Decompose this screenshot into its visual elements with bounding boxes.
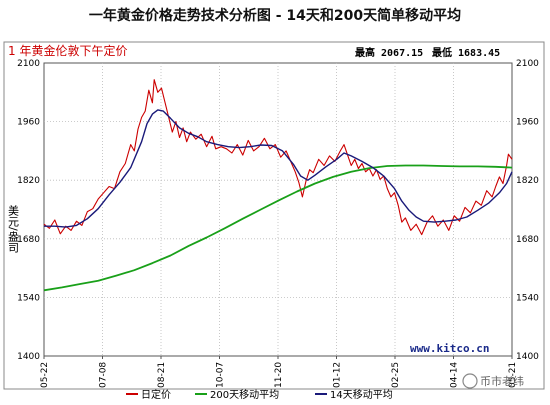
x-tick-label: 07-08: [99, 362, 109, 388]
y-tick-label-right: 1820: [516, 176, 539, 186]
brand-logo-icon: [462, 373, 478, 389]
brand-watermark: 币市老纬: [462, 373, 524, 389]
y-tick-label-right: 1540: [516, 293, 539, 303]
high-price-label: 最高 2067.15: [355, 46, 423, 59]
y-tick-label-right: 1680: [516, 235, 539, 245]
x-tick-label: 01-12: [333, 362, 343, 388]
x-tick-label: 04-14: [450, 362, 460, 388]
x-tick-label: 08-21: [157, 362, 167, 388]
y-tick-label: 1680: [17, 235, 40, 245]
chart-title: 一年黄金价格走势技术分析图 - 14天和200天简单移动平均: [89, 7, 461, 24]
x-tick-label: 02-25: [391, 362, 401, 388]
low-price-label: 最低 1683.45: [432, 46, 500, 59]
series-ma14-line: [44, 109, 513, 228]
legend-label-daily: 日定价: [141, 388, 171, 401]
y-tick-label: 2100: [17, 59, 40, 69]
y-tick-label-right: 2100: [516, 59, 539, 69]
legend-label-ma14: 14天移动平均: [330, 388, 393, 401]
brand-name: 币市老纬: [480, 374, 524, 388]
grid-lines: [44, 63, 512, 356]
x-axis: 05-22 07-08 08-21 10-07 11-20 01-12 02-25 04-14…: [40, 356, 518, 388]
plot-frame-outer: [3, 41, 545, 390]
y-tick-label-right: 1960: [516, 118, 539, 128]
x-tick-label: 11-20: [274, 362, 284, 388]
chart-subtitle: 1 年黄金伦敦下午定价: [8, 43, 127, 58]
y-tick-label: 1400: [17, 352, 40, 362]
y-tick-label: 1960: [17, 118, 40, 128]
x-tick-label: 10-07: [216, 362, 226, 388]
y-axis-title: 美元/盎司: [7, 205, 20, 253]
y-axis-left: 1400 1540 1680 1820 1960 2100: [17, 59, 40, 362]
legend: 日定价 200天移动平均 14天移动平均: [126, 388, 393, 401]
x-tick-label: 05-22: [40, 362, 50, 388]
y-tick-label: 1820: [17, 176, 40, 186]
kitco-watermark: www.kitco.cn: [410, 342, 489, 355]
y-tick-label-right: 1400: [516, 352, 539, 362]
y-tick-label: 1540: [17, 293, 40, 303]
legend-label-ma200: 200天移动平均: [210, 388, 279, 401]
series-ma200-line: [43, 164, 513, 292]
series-daily-fix-line: [43, 79, 513, 236]
x-tick-label: 05-21: [508, 362, 518, 388]
series-layer: [43, 79, 513, 292]
y-axis-right: 1400 1540 1680 1820 1960 2100: [516, 59, 539, 362]
